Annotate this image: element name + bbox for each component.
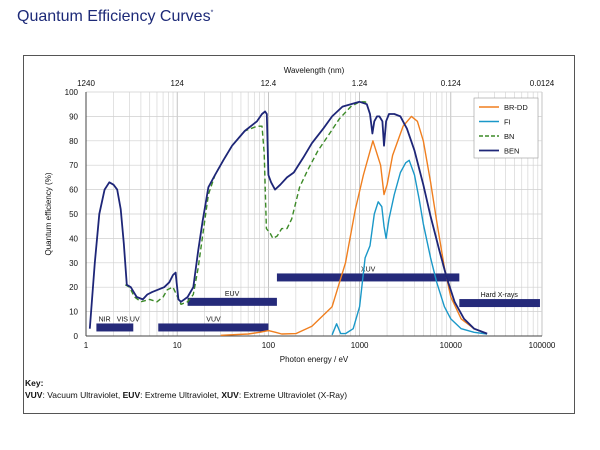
title-footnote-mark: * bbox=[210, 9, 214, 17]
key-xuv-abbr: XUV bbox=[221, 390, 239, 400]
series-line-ben bbox=[88, 100, 488, 335]
x-tick-label: 100 bbox=[262, 341, 276, 350]
top-tick-label: 12.4 bbox=[261, 79, 277, 88]
page-title: Quantum Efficiency Curves* bbox=[17, 8, 213, 26]
key-vuv-desc: : Vacuum Ultraviolet, bbox=[42, 390, 123, 400]
y-tick-label: 80 bbox=[69, 137, 78, 146]
y-tick-label: 100 bbox=[65, 88, 79, 97]
legend-box bbox=[473, 97, 539, 159]
series-line-bn bbox=[124, 101, 369, 305]
legend-label-ben: BEN bbox=[504, 147, 519, 156]
x-tick-label: 1000 bbox=[351, 341, 369, 350]
y-tick-label: 70 bbox=[69, 161, 78, 170]
x-tick-label: 1 bbox=[84, 341, 89, 350]
x-axis-label: Photon energy / eV bbox=[280, 355, 349, 364]
top-tick-label: 0.124 bbox=[441, 79, 462, 88]
band-bar-hard-x-rays bbox=[459, 299, 540, 308]
series-line-fi bbox=[331, 159, 488, 336]
series-line-br-dd bbox=[220, 115, 488, 336]
y-tick-label: 50 bbox=[69, 210, 78, 219]
band-bar-nir bbox=[96, 323, 134, 332]
y-axis-label: Quantum efficiency (%) bbox=[44, 172, 53, 255]
top-tick-label: 1240 bbox=[77, 79, 95, 88]
legend-label-bn: BN bbox=[504, 132, 514, 141]
page-title-text: Quantum Efficiency Curves bbox=[17, 8, 211, 25]
key-xuv-desc: : Extreme Ultraviolet (X-Ray) bbox=[238, 390, 348, 400]
band-label-xuv: XUV bbox=[361, 266, 376, 273]
y-tick-label: 90 bbox=[69, 112, 78, 121]
x-tick-label: 100000 bbox=[529, 341, 556, 350]
y-tick-label: 10 bbox=[69, 308, 78, 317]
top-tick-label: 124 bbox=[171, 79, 185, 88]
x-tick-label: 10000 bbox=[440, 341, 463, 350]
key-euv-abbr: EUV bbox=[122, 390, 141, 400]
key-euv-desc: : Extreme Ultraviolet, bbox=[140, 390, 222, 400]
key-title: Key: bbox=[25, 378, 43, 388]
band-bar-vuv bbox=[158, 323, 269, 332]
band-label-vuv: VUV bbox=[206, 316, 221, 323]
y-tick-label: 20 bbox=[69, 283, 78, 292]
y-tick-label: 0 bbox=[74, 332, 79, 341]
top-tick-label: 1.24 bbox=[352, 79, 368, 88]
legend-label-fi: FI bbox=[504, 118, 511, 127]
key-title-text: Key: bbox=[25, 378, 44, 388]
band-label-vis-uv: VIS UV bbox=[117, 316, 140, 323]
band-bar-euv bbox=[187, 297, 277, 306]
legend-label-br-dd: BR-DD bbox=[504, 103, 528, 112]
chart-frame: 0 10 20 30 40 50 60 70 80 90 100 1 10 100 1000 10000 100… bbox=[23, 55, 575, 414]
band-label-hard-x-rays: Hard X-rays bbox=[481, 292, 519, 299]
band-bar-xuv bbox=[276, 273, 460, 282]
y-tick-label: 30 bbox=[69, 259, 78, 268]
band-label-euv: EUV bbox=[225, 291, 240, 298]
key-definitions: VUV: Vacuum Ultraviolet, EUV: Extreme Ul… bbox=[25, 390, 347, 400]
y-tick-label: 60 bbox=[69, 186, 78, 195]
top-axis-label: Wavelength (nm) bbox=[284, 66, 345, 75]
x-tick-label: 10 bbox=[173, 341, 182, 350]
top-tick-label: 0.0124 bbox=[530, 79, 555, 88]
band-label-nir: NIR bbox=[99, 316, 111, 323]
y-tick-label: 40 bbox=[69, 234, 78, 243]
key-vuv-abbr: VUV bbox=[25, 390, 43, 400]
